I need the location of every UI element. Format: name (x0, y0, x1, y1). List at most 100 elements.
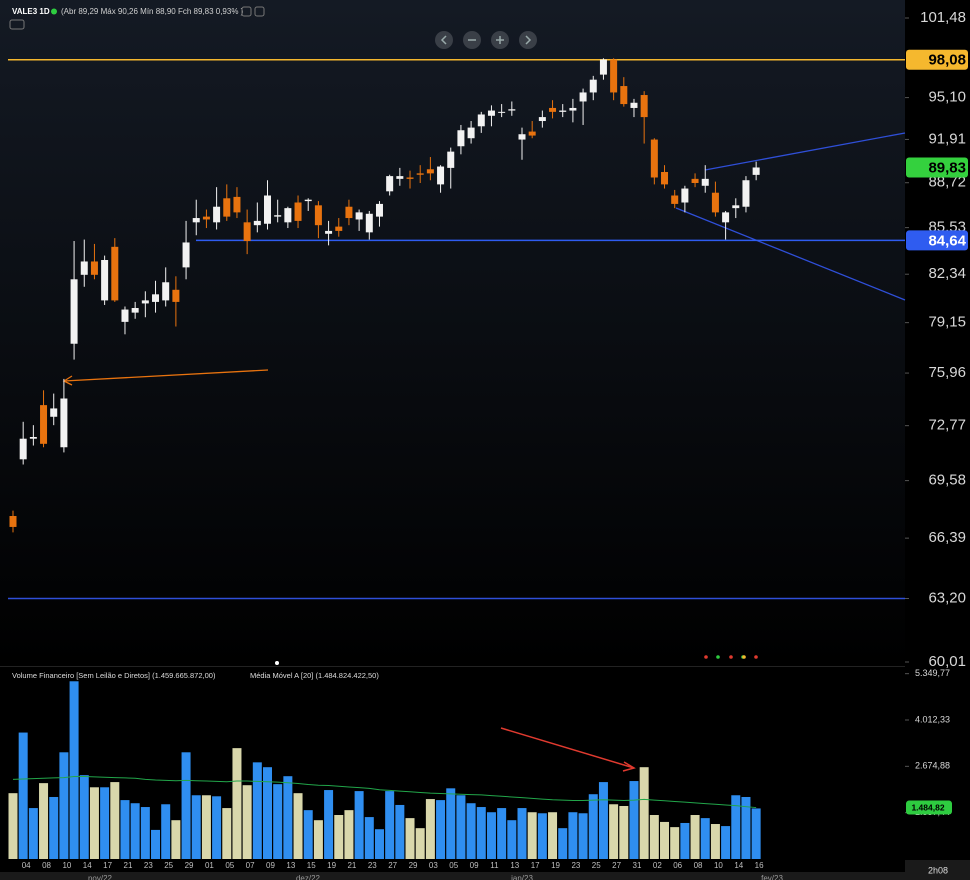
volume-bar (18, 732, 28, 859)
candle-body (416, 173, 424, 175)
scroll-left[interactable] (435, 31, 453, 49)
settings-button[interactable] (241, 6, 252, 17)
candle-body (243, 222, 251, 242)
last-price-label: 89,83 (928, 159, 966, 176)
candle-body (742, 180, 750, 207)
candle-body (599, 59, 607, 75)
quote: (Abr 89,29 Máx 90,26 Mín 88,90 Fch 89,83… (61, 7, 244, 16)
volume-bar (120, 800, 130, 859)
candle-body (538, 117, 546, 122)
volume-bar (303, 810, 313, 859)
month-label: fev/23 (761, 874, 783, 880)
x-tick-label: 08 (42, 861, 51, 870)
volume-bar (588, 794, 598, 859)
candle-body (162, 282, 170, 301)
volume-bar (100, 787, 110, 859)
volume-bar (354, 791, 364, 859)
candle-body (274, 215, 282, 217)
axis-pane (905, 0, 970, 880)
volume-tick-label: 2.674,88 (915, 761, 950, 771)
candle-body (386, 176, 394, 192)
candle-body (722, 212, 730, 223)
x-tick-label: 19 (551, 861, 560, 870)
candle-body (518, 134, 526, 140)
candle-body (192, 218, 200, 223)
candle-body (437, 166, 445, 185)
volume-bar (79, 775, 89, 859)
volume-bar (466, 803, 476, 859)
volume-bar (609, 804, 619, 859)
volume-bar (232, 748, 242, 859)
status-dot (51, 8, 57, 15)
volume-bar (578, 813, 588, 859)
moving-average (12, 776, 757, 809)
volume-bar (334, 815, 344, 859)
candle-body (131, 308, 139, 313)
y-tick-label: 72,77 (928, 417, 966, 434)
candle-body (80, 261, 88, 275)
zoom-controls (435, 31, 537, 49)
volume-bar (39, 783, 49, 859)
volume-bar (456, 795, 466, 859)
volume-bar (293, 793, 303, 859)
x-tick-label: 03 (429, 861, 438, 870)
candle-body (90, 261, 98, 275)
volume-bar (660, 821, 670, 859)
volume-bar (385, 791, 395, 859)
candle-body (141, 300, 149, 304)
candle-body (19, 438, 27, 460)
y-tick-label: 101,48 (920, 9, 966, 26)
candle-body (396, 176, 404, 179)
x-tick-label: 23 (571, 861, 580, 870)
volume-bar (151, 829, 161, 859)
level-badge (906, 230, 968, 251)
volume-bar (374, 829, 384, 859)
x-tick-label: 17 (103, 861, 112, 870)
candle-body (691, 178, 699, 184)
candle-body (355, 212, 363, 220)
scroll-right[interactable] (519, 31, 537, 49)
candle-body (671, 195, 679, 204)
x-tick-label: 29 (185, 861, 194, 870)
volume-bar (110, 782, 120, 859)
x-tick-label: 31 (633, 861, 642, 870)
x-tick-label: 27 (388, 861, 397, 870)
candle-body (447, 151, 455, 168)
symbol-title: VALE3 1D (12, 7, 50, 16)
month-label: dez/22 (296, 874, 321, 880)
x-tick-label: 21 (124, 861, 133, 870)
volume-bar (670, 827, 680, 859)
candle-body (487, 110, 495, 116)
marker-dot (275, 661, 279, 665)
x-tick-label: 15 (307, 861, 316, 870)
volume-bar (710, 824, 720, 859)
candle-body (701, 178, 709, 186)
add-button[interactable] (254, 6, 265, 17)
volume-bar (619, 805, 629, 859)
y-tick-label: 60,01 (928, 653, 966, 670)
volume-bar (242, 785, 252, 859)
y-tick-label: 69,58 (928, 472, 966, 489)
volume-legend: Volume Financeiro [Sem Leilão e Diretos]… (12, 671, 216, 680)
candle-body (365, 213, 373, 233)
volume-bar (263, 767, 272, 859)
x-tick-label: 06 (673, 861, 682, 870)
y-tick-label: 82,34 (928, 265, 966, 282)
volume-bar (415, 828, 425, 859)
indicator-toggle[interactable] (9, 19, 25, 30)
volume-bar (436, 800, 446, 859)
month-label: jan/23 (510, 874, 533, 880)
candle-body (213, 206, 221, 223)
candle-body (375, 203, 383, 217)
volume-bar (558, 828, 568, 859)
volume-bar (252, 762, 262, 859)
volume-bar (548, 812, 558, 859)
volume-bar (497, 808, 507, 859)
candle-body (111, 246, 119, 301)
volume-bar (59, 752, 69, 859)
candle-body (264, 195, 271, 224)
volume-bar (273, 784, 283, 859)
last-price-badge (906, 157, 968, 178)
